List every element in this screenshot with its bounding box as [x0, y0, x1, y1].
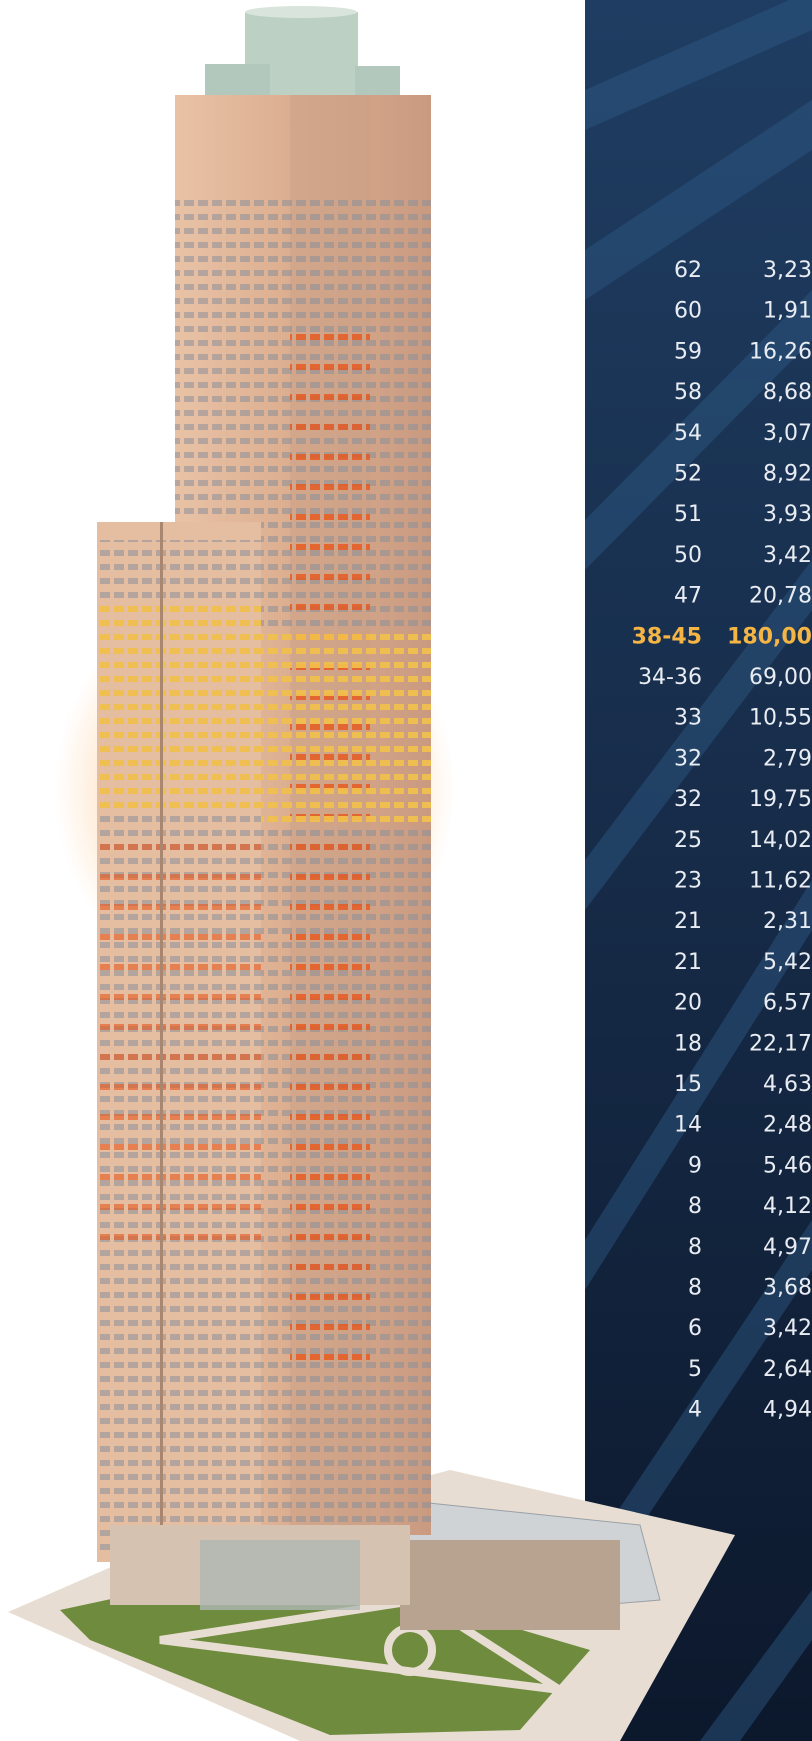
floor-number: 8: [688, 1276, 702, 1301]
area-value: 3,07: [763, 421, 812, 446]
area-value: 4,63: [763, 1072, 812, 1097]
area-value: 2,31: [763, 909, 812, 934]
area-value: 22,17: [749, 1031, 812, 1056]
area-value: 2,64: [763, 1357, 812, 1382]
area-value: 19,75: [749, 787, 812, 812]
floor-number: 5: [688, 1357, 702, 1382]
floor-number: 52: [674, 462, 702, 487]
area-value: 5,42: [763, 950, 812, 975]
floor-number: 59: [674, 339, 702, 364]
page: 623,23601,915916,26588,68543,07528,92513…: [0, 0, 812, 1741]
area-value: 4,94: [763, 1398, 812, 1423]
floor-number: 51: [674, 502, 702, 527]
floor-number: 15: [674, 1072, 702, 1097]
area-value: 3,93: [763, 502, 812, 527]
floor-number: 8: [688, 1235, 702, 1260]
floor-number: 60: [674, 299, 702, 324]
floor-number: 21: [674, 909, 702, 934]
area-value: 20,78: [749, 584, 812, 609]
floor-number: 25: [674, 828, 702, 853]
area-value: 4,12: [763, 1194, 812, 1219]
area-value: 8,92: [763, 462, 812, 487]
floor-number: 18: [674, 1031, 702, 1056]
area-value: 14,02: [749, 828, 812, 853]
area-value: 8,68: [763, 380, 812, 405]
floor-number: 23: [674, 869, 702, 894]
area-value: 6,57: [763, 991, 812, 1016]
area-value: 3,42: [763, 543, 812, 568]
area-value: 10,55: [749, 706, 812, 731]
floor-number: 6: [688, 1316, 702, 1341]
floor-number: 20: [674, 991, 702, 1016]
floor-number: 14: [674, 1113, 702, 1138]
floor-number: 34-36: [638, 665, 702, 690]
floor-number: 50: [674, 543, 702, 568]
floor-number: 32: [674, 787, 702, 812]
floor-number: 4: [688, 1398, 702, 1423]
area-value: 3,42: [763, 1316, 812, 1341]
area-value: 180,00: [727, 624, 812, 649]
area-value: 16,26: [749, 339, 812, 364]
screen: 623,23601,915916,26588,68543,07528,92513…: [0, 0, 812, 1741]
area-value: 2,79: [763, 746, 812, 771]
area-value: 3,68: [763, 1276, 812, 1301]
floor-number: 38-45: [632, 624, 702, 649]
floor-number: 33: [674, 706, 702, 731]
area-value: 2,48: [763, 1113, 812, 1138]
floor-number: 47: [674, 584, 702, 609]
floor-number: 32: [674, 746, 702, 771]
area-value: 5,46: [763, 1153, 812, 1178]
floor-number: 8: [688, 1194, 702, 1219]
floor-number: 58: [674, 380, 702, 405]
floor-number: 54: [674, 421, 702, 446]
floor-number: 62: [674, 258, 702, 283]
area-value: 1,91: [763, 299, 812, 324]
floor-number: 21: [674, 950, 702, 975]
area-value: 11,62: [749, 869, 812, 894]
area-value: 4,97: [763, 1235, 812, 1260]
area-value: 3,23: [763, 258, 812, 283]
floor-number: 9: [688, 1153, 702, 1178]
area-value: 69,00: [749, 665, 812, 690]
